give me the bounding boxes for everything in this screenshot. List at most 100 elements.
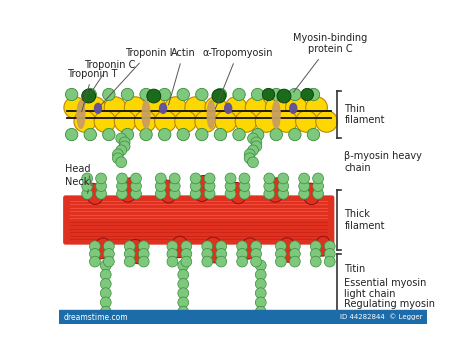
Circle shape [204,173,215,184]
Circle shape [299,173,310,184]
Circle shape [290,249,300,259]
Circle shape [96,189,107,199]
Circle shape [310,256,321,267]
Circle shape [138,241,149,252]
Circle shape [130,181,141,191]
Circle shape [290,256,300,267]
Circle shape [251,249,262,259]
Circle shape [116,157,127,168]
Circle shape [155,189,166,199]
Circle shape [289,128,301,141]
Circle shape [255,278,266,289]
Circle shape [145,97,166,118]
Circle shape [119,141,130,152]
Circle shape [277,89,291,103]
Circle shape [313,181,324,191]
Circle shape [181,256,192,267]
Circle shape [155,111,176,132]
Circle shape [103,241,114,252]
Circle shape [178,278,189,289]
Circle shape [190,181,201,191]
Circle shape [313,173,324,184]
Circle shape [204,181,215,191]
Circle shape [155,181,166,191]
Circle shape [275,241,286,252]
Circle shape [90,249,100,259]
Circle shape [82,181,92,191]
FancyBboxPatch shape [59,310,427,324]
Circle shape [237,241,247,252]
Ellipse shape [193,175,212,201]
Circle shape [177,88,190,101]
Circle shape [100,306,111,317]
Circle shape [275,111,297,132]
Circle shape [265,97,287,118]
Circle shape [116,133,127,144]
Ellipse shape [267,178,286,202]
Circle shape [244,153,255,164]
Circle shape [130,189,141,199]
Circle shape [103,256,114,267]
Circle shape [214,128,227,141]
Circle shape [255,260,266,271]
Circle shape [96,181,107,191]
Circle shape [124,241,135,252]
Ellipse shape [171,236,188,258]
Circle shape [82,189,92,199]
Circle shape [167,249,178,259]
Text: Actin: Actin [169,48,196,105]
Circle shape [285,97,307,118]
Circle shape [296,111,317,132]
Ellipse shape [315,236,330,256]
Ellipse shape [85,183,103,204]
Circle shape [103,88,115,101]
Circle shape [96,173,107,184]
Circle shape [169,173,180,184]
Circle shape [299,181,310,191]
Circle shape [244,149,255,160]
Text: ID 44282844  © Legger: ID 44282844 © Legger [340,314,423,320]
Circle shape [181,249,192,259]
Circle shape [167,256,178,267]
Circle shape [90,241,100,252]
Text: Thick
filament: Thick filament [345,209,385,231]
Circle shape [216,249,227,259]
Circle shape [202,256,213,267]
Circle shape [164,97,186,118]
Circle shape [255,111,277,132]
Circle shape [147,89,161,103]
Circle shape [215,111,237,132]
Circle shape [119,137,130,148]
Circle shape [299,189,310,199]
Circle shape [306,97,328,118]
Ellipse shape [302,183,319,205]
Text: α-Tropomyosin: α-Tropomyosin [202,48,273,109]
Text: Troponin C: Troponin C [84,60,135,94]
Circle shape [245,97,267,118]
Circle shape [247,157,258,168]
Ellipse shape [240,238,258,259]
Circle shape [65,128,78,141]
Circle shape [202,249,213,259]
Circle shape [112,149,123,160]
Circle shape [251,256,262,267]
Circle shape [117,189,128,199]
Circle shape [237,256,247,267]
Circle shape [190,189,201,199]
Circle shape [324,241,335,252]
Circle shape [124,249,135,259]
Circle shape [255,288,266,298]
FancyBboxPatch shape [63,195,334,245]
Circle shape [90,256,100,267]
Circle shape [290,241,300,252]
Circle shape [196,128,208,141]
Circle shape [196,88,208,101]
Circle shape [100,269,111,280]
Ellipse shape [204,237,224,263]
Circle shape [84,128,96,141]
Circle shape [264,189,275,199]
Circle shape [307,88,319,101]
Circle shape [158,88,171,101]
Circle shape [104,97,126,118]
Circle shape [185,97,207,118]
